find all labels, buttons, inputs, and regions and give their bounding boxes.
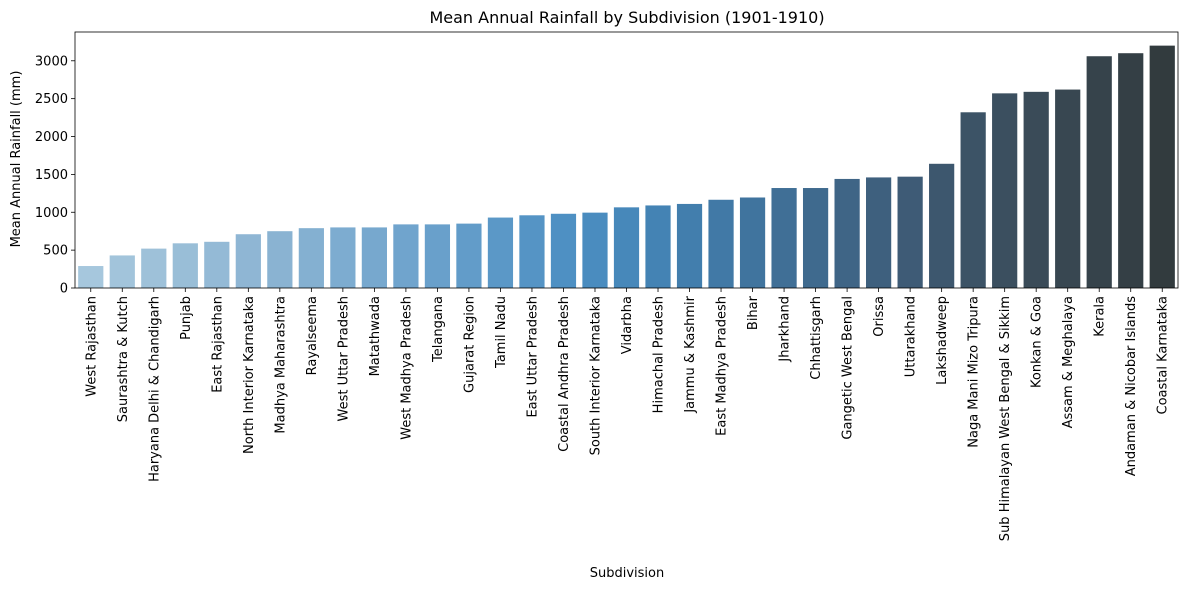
bar-7 [298, 228, 324, 288]
bar-12 [456, 223, 482, 288]
bars-group [78, 45, 1175, 289]
bar-17 [613, 207, 640, 288]
bar-4 [204, 241, 230, 288]
bar-34 [1149, 45, 1175, 289]
bar-14 [519, 215, 545, 288]
x-tick-label: Vidarbha [620, 296, 635, 354]
y-tick-label: 3000 [35, 54, 68, 69]
x-tick-label: Himachal Pradesh [652, 296, 667, 413]
bar-2 [141, 248, 167, 288]
x-tick-label: Tamil Nadu [494, 296, 509, 369]
x-tick-label: East Uttar Pradesh [525, 296, 540, 418]
bar-24 [834, 178, 860, 288]
x-tick-label: South Interior Karnataka [588, 296, 603, 455]
bar-30 [1023, 91, 1049, 288]
bar-19 [676, 203, 703, 288]
bar-0 [78, 266, 104, 288]
bar-29 [992, 93, 1018, 288]
bar-13 [487, 217, 514, 288]
x-tick-label: Haryana Delhi & Chandigarh [147, 296, 162, 482]
x-tick-label: West Rajasthan [84, 296, 99, 397]
x-tick-label: Gangetic West Bengal [841, 296, 856, 440]
x-tick-label: Coastal Andhra Pradesh [557, 296, 572, 452]
y-tick-label: 1000 [35, 206, 68, 221]
bar-21 [739, 197, 766, 288]
bar-16 [582, 212, 608, 288]
bar-1 [109, 255, 135, 288]
x-tick-label: Lakshadweep [935, 296, 950, 385]
x-tick-label: East Rajasthan [210, 296, 225, 393]
x-tick-label: Orissa [872, 296, 887, 337]
bar-22 [771, 188, 797, 288]
bar-27 [929, 163, 955, 288]
x-tick-label: Sub Himalayan West Bengal & Sikkim [998, 296, 1013, 541]
x-tick-label: Assam & Meghalaya [1061, 296, 1076, 428]
bar-25 [866, 177, 892, 288]
bar-32 [1086, 56, 1112, 288]
x-tick-label: Matathwada [368, 296, 383, 376]
bar-10 [393, 224, 419, 288]
bar-26 [897, 176, 923, 288]
x-tick-label: Uttarakhand [904, 296, 919, 377]
y-tick-label: 0 [60, 282, 68, 297]
x-tick-label: Madhya Maharashtra [273, 296, 288, 434]
x-tick-label: Naga Mani Mizo Tripura [967, 296, 982, 448]
x-tick-label: Saurashtra & Kutch [116, 296, 131, 422]
y-axis-label: Mean Annual Rainfall (mm) [9, 71, 24, 248]
bar-23 [802, 188, 829, 288]
bar-6 [267, 231, 293, 288]
y-tick-label: 2500 [35, 92, 68, 107]
y-axis-ticks: 0 500 1000 1500 2000 2500 3000 [35, 54, 75, 297]
x-tick-label: Jharkhand [778, 296, 793, 363]
bar-18 [645, 205, 671, 288]
x-axis-ticks: West Rajasthan Saurashtra & Kutch Haryana … [84, 288, 1171, 541]
x-tick-label: North Interior Karnataka [242, 296, 257, 454]
x-axis-label: Subdivision [590, 566, 665, 581]
chart-title: Mean Annual Rainfall by Subdivision (190… [429, 8, 824, 27]
bar-3 [172, 243, 198, 288]
x-tick-label: Chhattisgarh [809, 296, 824, 380]
x-tick-label: West Madhya Pradesh [399, 296, 414, 440]
x-tick-label: Coastal Karnataka [1156, 296, 1171, 415]
y-tick-label: 1500 [35, 168, 68, 183]
plot-frame [74, 31, 1179, 289]
x-tick-label: East Madhya Pradesh [715, 296, 730, 436]
x-tick-label: Punjab [179, 296, 194, 340]
bar-9 [361, 227, 387, 288]
bar-8 [330, 227, 356, 288]
bar-20 [708, 199, 734, 288]
bar-15 [550, 213, 577, 288]
bar-11 [424, 224, 451, 288]
bar-31 [1055, 89, 1081, 288]
x-tick-label: Konkan & Goa [1030, 296, 1045, 388]
x-tick-label: West Uttar Pradesh [336, 296, 351, 421]
x-tick-label: Andaman & Nicobar Islands [1124, 296, 1139, 476]
x-tick-label: Jammu & Kashmir [683, 295, 698, 413]
x-tick-label: Bihar [746, 295, 761, 330]
x-tick-label: Telangana [431, 296, 446, 363]
x-tick-label: Kerala [1093, 296, 1108, 337]
bar-28 [960, 112, 986, 288]
bar-33 [1118, 53, 1144, 289]
y-tick-label: 2000 [35, 130, 68, 145]
bar-5 [235, 234, 261, 288]
y-tick-label: 500 [43, 244, 68, 259]
x-tick-label: Rayalseema [305, 296, 320, 375]
x-tick-label: Gujarat Region [462, 296, 477, 393]
